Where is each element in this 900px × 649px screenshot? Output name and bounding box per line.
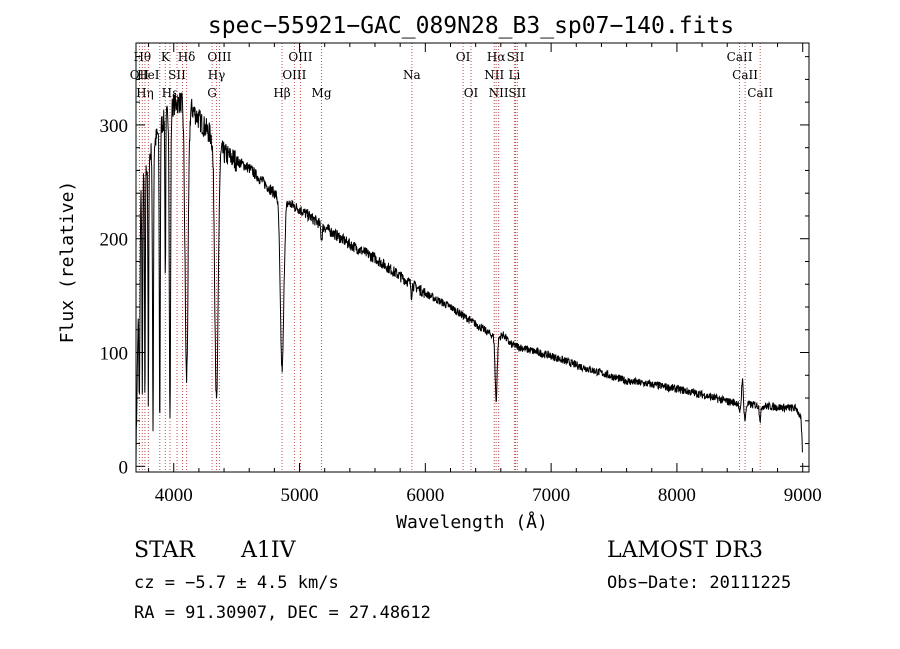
marker-label: OI (464, 86, 479, 100)
y-axis-ticks: 0 100 200 300 (100, 56, 809, 478)
marker-label: OI (456, 50, 471, 64)
marker-label: Na (403, 68, 421, 82)
line-markers: OIIHθHηHeIKHεSIIHδGHγOIIIHβOIIIOIIIMgNaO… (130, 43, 773, 472)
marker-label: Hα (487, 50, 506, 64)
x-tick-label: 6000 (406, 485, 444, 506)
marker-label: Hη (136, 86, 154, 100)
x-tick-label: 8000 (658, 485, 696, 506)
object-class: STAR (134, 538, 195, 563)
spectrum-line (135, 92, 804, 467)
redshift-cz: cz = −5.7 ± 4.5 km/s (134, 573, 339, 593)
y-axis-label: Flux (relative) (57, 181, 78, 344)
x-tick-label: 7000 (532, 485, 570, 506)
marker-label: HeI (137, 68, 160, 82)
marker-label: Hγ (208, 68, 226, 82)
x-tick-label: 9000 (784, 485, 822, 506)
y-tick-label: 300 (100, 116, 129, 137)
marker-label: NII (489, 86, 509, 100)
marker-label: CaII (727, 50, 753, 64)
marker-label: SII (168, 68, 186, 82)
marker-label: CaII (732, 68, 758, 82)
marker-label: OIII (288, 50, 312, 64)
ra-dec-coordinates: RA = 91.30907, DEC = 27.48612 (134, 603, 431, 623)
marker-label: Mg (312, 86, 332, 100)
marker-label: Hδ (178, 50, 196, 64)
marker-label: NII (484, 68, 504, 82)
y-tick-label: 0 (119, 457, 129, 478)
plot-frame (135, 42, 810, 473)
spectrum-series (135, 92, 804, 467)
marker-label: Hβ (273, 86, 290, 100)
observation-date: Obs−Date: 20111225 (607, 573, 792, 593)
object-subclass: A1IV (241, 538, 296, 563)
marker-label: G (207, 86, 217, 100)
chart-title: spec−55921−GAC_089N28_B3_sp07−140.fits (208, 13, 734, 39)
marker-label: OIII (207, 50, 231, 64)
marker-label: CaII (747, 86, 773, 100)
marker-label: OIII (282, 68, 306, 82)
marker-label: K (161, 50, 171, 64)
x-axis-label: Wavelength (Å) (396, 511, 548, 533)
y-tick-label: 200 (100, 230, 129, 251)
marker-label: SII (508, 86, 526, 100)
marker-label: Li (508, 68, 520, 82)
marker-label: Hθ (133, 50, 151, 64)
survey-name: LAMOST DR3 (607, 538, 763, 563)
y-tick-label: 100 (100, 344, 129, 365)
x-axis-ticks: 4000 5000 6000 7000 8000 9000 (148, 43, 822, 506)
x-tick-label: 4000 (155, 485, 193, 506)
x-tick-label: 5000 (281, 485, 319, 506)
marker-label: OII (130, 68, 150, 82)
marker-label: SII (507, 50, 525, 64)
